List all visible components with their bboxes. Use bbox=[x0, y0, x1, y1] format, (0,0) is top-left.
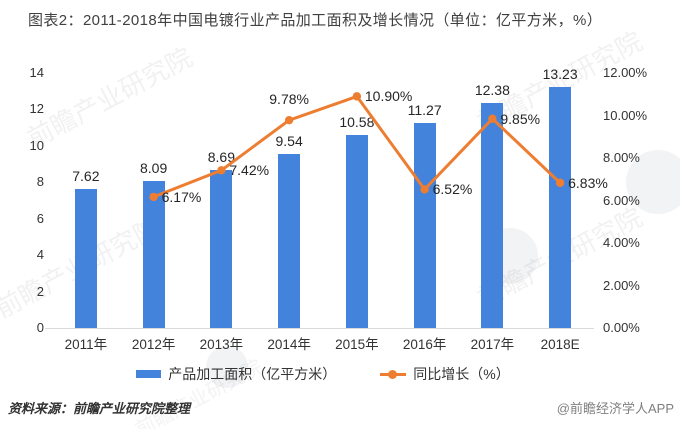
bar bbox=[345, 135, 368, 328]
x-axis-label: 2016年 bbox=[402, 337, 447, 352]
line-value-label: 9.85% bbox=[500, 110, 541, 127]
line-legend-swatch bbox=[380, 369, 407, 379]
bar-value-label: 7.62 bbox=[72, 168, 100, 185]
line-point-marker bbox=[488, 114, 497, 123]
x-axis-label: 2014年 bbox=[267, 337, 311, 352]
line-value-label: 9.78% bbox=[269, 91, 309, 108]
line-value-label: 6.52% bbox=[432, 181, 473, 198]
y-axis-tick-right: 10.00% bbox=[603, 107, 648, 123]
bar bbox=[74, 189, 97, 328]
bar bbox=[413, 122, 436, 328]
legend: 产品加工面积（亿平方米） 同比增长（%） bbox=[0, 364, 646, 384]
x-axis-label: 2013年 bbox=[199, 337, 244, 352]
y-axis-tick-left: 10 bbox=[29, 137, 44, 153]
line-point-marker bbox=[420, 185, 429, 194]
growth-line bbox=[153, 94, 562, 199]
chart-title: 图表2：2011-2018年中国电镀行业产品加工面积及增长情况（单位：亿平方米，… bbox=[28, 12, 603, 29]
bar bbox=[210, 169, 233, 328]
y-axis-tick-left: 0 bbox=[36, 320, 44, 335]
y-axis-tick-right: 0.00% bbox=[603, 320, 640, 335]
y-axis-tick-right: 12.00% bbox=[603, 65, 648, 80]
y-axis-tick-left: 6 bbox=[36, 210, 44, 226]
bar bbox=[481, 102, 504, 328]
growth-line-layer bbox=[149, 92, 565, 202]
bar-value-label: 13.23 bbox=[542, 66, 578, 83]
bar bbox=[549, 87, 572, 328]
line-point-marker bbox=[555, 178, 565, 188]
y-axis-tick-left: 8 bbox=[36, 174, 44, 190]
line-value-label: 6.17% bbox=[161, 188, 202, 205]
footer: 资料来源：前瞻产业研究院整理 @前瞻经济学人APP bbox=[8, 398, 674, 417]
bar-value-label: 10.58 bbox=[339, 114, 375, 131]
y-axis-tick-right: 4.00% bbox=[603, 235, 640, 250]
line-legend-dot-icon bbox=[388, 369, 398, 379]
watermark-text: 前瞻产业研究院 bbox=[132, 356, 267, 429]
y-axis-tick-left: 12 bbox=[29, 101, 44, 117]
x-axis-label: 2012年 bbox=[131, 337, 176, 352]
bar-value-label: 11.27 bbox=[407, 101, 442, 118]
y-axis-tick-left: 4 bbox=[36, 247, 44, 263]
line-value-label: 10.90% bbox=[364, 88, 413, 105]
x-axis-label: 2018E bbox=[540, 337, 580, 352]
x-axis-label: 2017年 bbox=[470, 337, 515, 352]
x-axis-label: 2015年 bbox=[335, 337, 379, 352]
plot-area: 0 2 4 6 8 10 12 14 0.00% 2.00% 4.00% 6.00% 8.00% 10.0… bbox=[30, 65, 648, 352]
bar-value-label: 8.69 bbox=[207, 148, 235, 165]
bar bbox=[142, 180, 165, 328]
data-source-text: 资料来源：前瞻产业研究院整理 bbox=[8, 401, 191, 416]
line-value-label: 6.83% bbox=[568, 174, 608, 191]
y-axis-tick-left: 2 bbox=[36, 283, 44, 299]
legend-label-processing-area: 产品加工面积（亿平方米） bbox=[168, 366, 337, 382]
line-point-marker bbox=[149, 192, 158, 202]
y-axis-tick-right: 2.00% bbox=[603, 277, 640, 293]
line-point-marker bbox=[352, 92, 362, 101]
line-point-marker bbox=[284, 115, 294, 125]
y-axis-tick-right: 8.00% bbox=[603, 150, 640, 165]
legend-label-yoy-growth: 同比增长（%） bbox=[413, 366, 510, 382]
x-axis-label: 2011年 bbox=[64, 337, 108, 352]
y-axis-tick-right: 6.00% bbox=[603, 192, 640, 208]
bar-value-label: 8.09 bbox=[140, 159, 168, 176]
line-point-marker bbox=[217, 166, 226, 175]
credit-text: @前瞻经济学人APP bbox=[556, 401, 674, 416]
bar-legend-swatch bbox=[136, 370, 162, 378]
bar-value-label: 12.38 bbox=[474, 81, 510, 98]
bar-value-label: 9.54 bbox=[275, 133, 303, 150]
y-axis-tick-left: 14 bbox=[29, 65, 44, 80]
bar bbox=[278, 154, 301, 328]
x-axis-line bbox=[45, 328, 594, 329]
line-value-label: 7.42% bbox=[229, 162, 270, 179]
legend-item-processing-area: 产品加工面积（亿平方米） bbox=[136, 364, 336, 384]
legend-item-yoy-growth: 同比增长（%） bbox=[380, 364, 510, 384]
